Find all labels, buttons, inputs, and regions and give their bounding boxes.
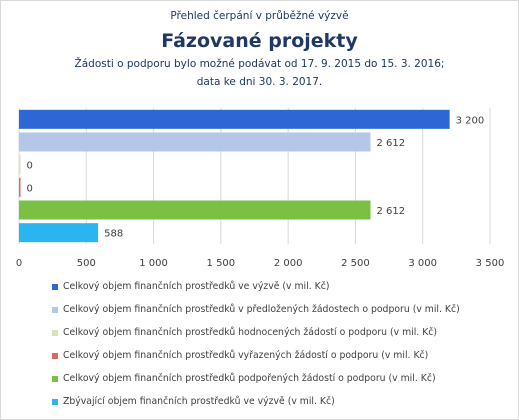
bar-data-label: 588 — [104, 229, 123, 240]
chart-legend: Celkový objem finančních prostředků ve v… — [52, 275, 512, 413]
bar — [19, 177, 21, 197]
legend-item: Celkový objem finančních prostředků podp… — [52, 367, 512, 390]
bar-data-label: 0 — [27, 183, 33, 194]
legend-label: Zbývající objem finančních prostředků ve… — [63, 396, 335, 407]
legend-swatch — [52, 375, 58, 382]
legend-swatch — [52, 283, 58, 290]
chart-supertitle: Přehled čerpání v průběžné výzvě — [170, 10, 349, 22]
bar — [19, 223, 99, 243]
chart-title: Fázované projekty — [161, 30, 358, 52]
bar-data-label: 2 612 — [377, 206, 406, 217]
x-tick-label: 0 — [16, 258, 22, 269]
legend-item: Celkový objem finančních prostředků v př… — [52, 298, 512, 321]
legend-label: Celkový objem finančních prostředků hodn… — [63, 327, 438, 338]
x-tick-label: 2 000 — [274, 258, 303, 269]
bar — [19, 132, 371, 152]
bar — [19, 155, 21, 175]
x-tick-label: 1 500 — [207, 258, 236, 269]
legend-label: Celkový objem finančních prostředků vyřa… — [63, 350, 429, 361]
legend-label: Celkový objem finančních prostředků podp… — [63, 373, 436, 384]
chart-subtitle-line2: data ke dni 30. 3. 2017. — [196, 76, 323, 88]
x-tick-label: 3 000 — [408, 258, 437, 269]
x-tick-label: 3 500 — [476, 258, 505, 269]
legend-swatch — [52, 398, 58, 405]
bar-data-label: 3 200 — [456, 115, 485, 126]
x-tick-label: 1 000 — [139, 258, 168, 269]
bar-data-label: 2 612 — [377, 138, 406, 149]
x-tick-label: 2 500 — [341, 258, 370, 269]
bar-chart: 0 500 1 000 1 500 2 000 2 500 3 000 3 500 3 200 2… — [16, 108, 505, 269]
legend-item: Celkový objem finančních prostředků hodn… — [52, 321, 512, 344]
legend-swatch — [52, 352, 58, 359]
legend-swatch — [52, 329, 58, 336]
legend-swatch — [52, 306, 58, 313]
chart-subtitle-line1: Žádosti o podporu bylo možné podávat od … — [74, 58, 445, 70]
legend-label: Celkový objem finančních prostředků v př… — [63, 304, 460, 315]
legend-item: Celkový objem finančních prostředků vyřa… — [52, 344, 512, 367]
bar — [19, 200, 371, 220]
legend-item: Celkový objem finančních prostředků ve v… — [52, 275, 512, 298]
x-tick-label: 500 — [77, 258, 96, 269]
legend-item: Zbývající objem finančních prostředků ve… — [52, 390, 512, 413]
bar — [19, 109, 450, 129]
bar-data-label: 0 — [27, 161, 33, 172]
legend-label: Celkový objem finančních prostředků ve v… — [63, 281, 330, 292]
